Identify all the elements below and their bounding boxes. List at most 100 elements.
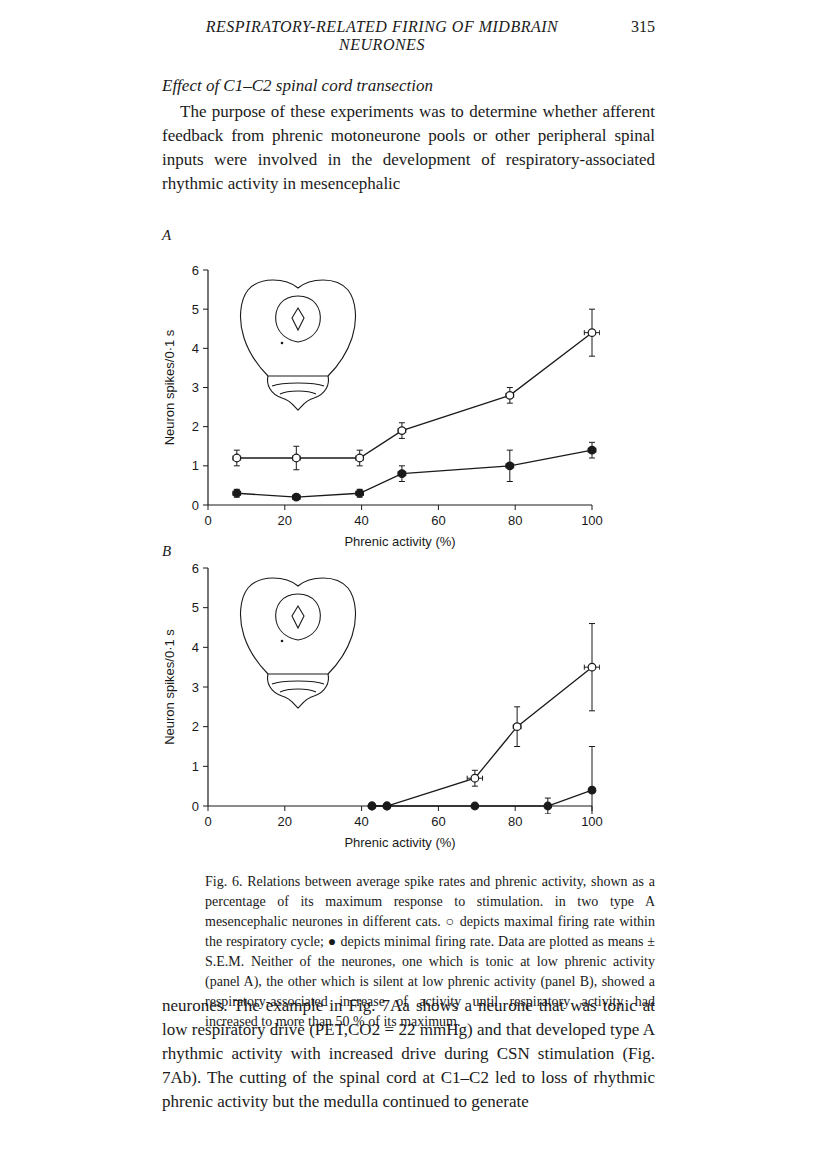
x-tick bbox=[208, 505, 209, 510]
y-tick-label: 4 bbox=[192, 640, 199, 655]
y-tick bbox=[203, 607, 208, 608]
x-tick bbox=[515, 806, 516, 811]
y-tick bbox=[203, 270, 208, 271]
x-tick bbox=[208, 806, 209, 811]
brain-section-inset bbox=[241, 578, 356, 674]
error-bar bbox=[399, 466, 405, 482]
data-point bbox=[356, 489, 364, 497]
brain-section-inset bbox=[268, 376, 329, 410]
y-tick-label: 3 bbox=[192, 380, 199, 395]
y-axis-label: Neuron spikes/0·1 s bbox=[162, 629, 177, 745]
y-tick bbox=[203, 647, 208, 648]
y-tick-label: 5 bbox=[192, 600, 199, 615]
y-tick bbox=[203, 568, 208, 569]
x-tick bbox=[284, 806, 285, 811]
error-cap bbox=[472, 786, 478, 787]
data-point bbox=[368, 802, 376, 810]
data-point bbox=[506, 462, 514, 470]
data-point bbox=[368, 802, 376, 810]
running-head: RESPIRATORY-RELATED FIRING OF MIDBRAIN N… bbox=[162, 18, 602, 54]
data-point bbox=[233, 489, 241, 497]
error-cap bbox=[507, 481, 513, 482]
error-cap bbox=[589, 458, 595, 459]
y-tick-label: 3 bbox=[192, 680, 199, 695]
error-cap bbox=[234, 465, 240, 466]
error-cap bbox=[589, 356, 595, 357]
x-axis-label: Phrenic activity (%) bbox=[344, 835, 455, 850]
data-point bbox=[293, 493, 301, 501]
brain-section-inset bbox=[292, 606, 304, 628]
series-line bbox=[237, 333, 592, 458]
x-tick-label: 100 bbox=[581, 814, 603, 829]
y-tick bbox=[203, 465, 208, 466]
y-tick-label: 5 bbox=[192, 302, 199, 317]
error-cap bbox=[399, 481, 405, 482]
x-tick bbox=[438, 505, 439, 510]
error-bar-stem bbox=[592, 747, 593, 815]
x-error-cap bbox=[599, 330, 600, 335]
x-tick-label: 80 bbox=[508, 814, 522, 829]
x-tick-label: 40 bbox=[354, 814, 368, 829]
recording-site bbox=[281, 342, 284, 345]
paragraph: The purpose of these experiments was to … bbox=[162, 100, 655, 196]
error-cap bbox=[357, 465, 363, 466]
x-error-cap bbox=[584, 665, 585, 670]
x-tick bbox=[438, 806, 439, 811]
error-cap bbox=[507, 450, 513, 451]
series-line bbox=[237, 450, 592, 497]
error-bar bbox=[589, 309, 595, 356]
y-axis-label: Neuron spikes/0·1 s bbox=[162, 329, 177, 445]
data-point bbox=[513, 723, 521, 731]
error-cap bbox=[589, 623, 595, 624]
x-tick-label: 60 bbox=[431, 513, 445, 528]
x-tick bbox=[361, 505, 362, 510]
error-cap bbox=[589, 746, 595, 747]
data-point bbox=[506, 392, 514, 400]
y-tick bbox=[203, 309, 208, 310]
x-tick bbox=[515, 505, 516, 510]
data-point bbox=[588, 663, 596, 671]
x-tick bbox=[592, 505, 593, 510]
error-bar bbox=[399, 423, 405, 439]
y-tick-label: 1 bbox=[192, 759, 199, 774]
error-cap bbox=[293, 469, 299, 470]
data-point bbox=[383, 802, 391, 810]
chart-panel: B0123456020406080100Phrenic activity (%)… bbox=[162, 543, 603, 850]
y-tick bbox=[203, 505, 208, 506]
error-cap bbox=[472, 770, 478, 771]
error-cap bbox=[507, 387, 513, 388]
recording-site bbox=[281, 640, 284, 643]
data-point bbox=[356, 454, 364, 462]
y-tick-label: 0 bbox=[192, 799, 199, 814]
panel-label: B bbox=[162, 543, 171, 559]
y-tick-label: 2 bbox=[192, 719, 199, 734]
data-point bbox=[471, 802, 479, 810]
x-axis-label: Phrenic activity (%) bbox=[344, 534, 455, 549]
error-cap bbox=[399, 465, 405, 466]
error-cap bbox=[234, 450, 240, 451]
data-point bbox=[471, 774, 479, 782]
figure: A0123456020406080100Phrenic activity (%)… bbox=[0, 0, 816, 1169]
x-tick-label: 0 bbox=[204, 814, 211, 829]
x-tick-label: 20 bbox=[278, 513, 292, 528]
error-cap bbox=[399, 422, 405, 423]
x-tick-label: 60 bbox=[431, 814, 445, 829]
data-point bbox=[544, 802, 552, 810]
plot-area bbox=[233, 309, 600, 501]
error-bar bbox=[507, 450, 513, 481]
error-cap bbox=[514, 746, 520, 747]
y-tick-label: 1 bbox=[192, 458, 199, 473]
error-cap bbox=[514, 706, 520, 707]
data-point bbox=[398, 470, 406, 478]
brain-section-inset bbox=[276, 594, 321, 640]
data-point bbox=[293, 454, 301, 462]
error-cap bbox=[545, 813, 551, 814]
chart-panel: A0123456020406080100Phrenic activity (%)… bbox=[161, 227, 603, 549]
x-error-cap bbox=[584, 330, 585, 335]
y-tick bbox=[203, 387, 208, 388]
series-line bbox=[372, 790, 592, 806]
error-cap bbox=[589, 309, 595, 310]
x-error-cap bbox=[482, 776, 483, 781]
data-point bbox=[588, 446, 596, 454]
x-tick bbox=[361, 806, 362, 811]
